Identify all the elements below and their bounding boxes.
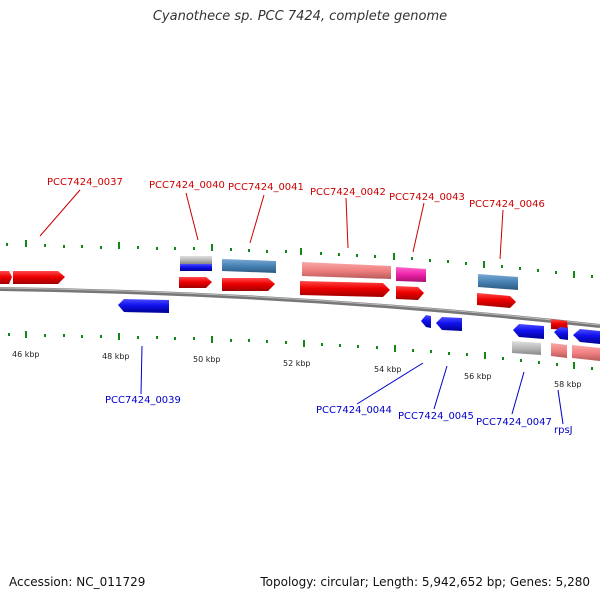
ruler-label: 52 kbp bbox=[283, 359, 311, 368]
gene-label[interactable]: PCC7424_0044 bbox=[316, 405, 392, 416]
ruler-label: 56 kbp bbox=[464, 372, 492, 381]
cog-box[interactable] bbox=[180, 256, 212, 264]
ruler-label: 46 kbp bbox=[12, 350, 40, 359]
cog-box[interactable] bbox=[478, 274, 518, 290]
ruler-label: 50 kbp bbox=[193, 355, 221, 364]
gene-label[interactable]: PCC7424_0047 bbox=[476, 417, 552, 428]
gene-label[interactable]: PCC7424_0039 bbox=[105, 395, 181, 406]
ruler-label: 58 kbp bbox=[554, 380, 582, 389]
forward-cds-track bbox=[0, 271, 568, 330]
cds-reverse[interactable] bbox=[513, 324, 544, 339]
cog-track bbox=[180, 256, 600, 361]
gene-label[interactable]: PCC7424_0045 bbox=[398, 411, 474, 422]
tick-row-lower bbox=[8, 331, 593, 370]
tick-row-upper bbox=[6, 240, 593, 278]
cds-forward[interactable] bbox=[477, 293, 516, 308]
cog-box[interactable] bbox=[551, 343, 567, 358]
gene-label[interactable]: PCC7424_0042 bbox=[310, 187, 386, 198]
genome-backbone bbox=[0, 287, 600, 328]
genome-backbone-highlight bbox=[0, 287, 600, 326]
ruler-label: 48 kbp bbox=[102, 352, 130, 361]
gene-label[interactable]: rpsJ bbox=[554, 425, 573, 436]
cds-reverse[interactable] bbox=[436, 317, 462, 331]
reverse-cds-track bbox=[118, 299, 600, 344]
gene-label[interactable]: PCC7424_0041 bbox=[228, 182, 304, 193]
cog-box[interactable] bbox=[302, 262, 391, 279]
gene-label[interactable]: PCC7424_0043 bbox=[389, 192, 465, 203]
genome-summary-text: Topology: circular; Length: 5,942,652 bp… bbox=[260, 575, 590, 589]
cds-reverse[interactable] bbox=[573, 329, 600, 344]
cds-forward[interactable] bbox=[300, 281, 390, 297]
reverse-gene-labels: PCC7424_0039 PCC7424_0044 PCC7424_0045 P… bbox=[105, 345, 573, 436]
forward-gene-labels: PCC7424_0037 PCC7424_0040 PCC7424_0041 P… bbox=[39, 177, 545, 260]
cds-forward[interactable] bbox=[396, 286, 424, 300]
accession-text: Accession: NC_011729 bbox=[9, 575, 146, 589]
cog-box[interactable] bbox=[222, 259, 276, 273]
cds-reverse[interactable] bbox=[118, 299, 169, 313]
cog-box[interactable] bbox=[396, 267, 426, 282]
ruler-label: 54 kbp bbox=[374, 365, 402, 374]
cog-box[interactable] bbox=[572, 345, 600, 361]
cog-box[interactable] bbox=[512, 341, 541, 355]
gene-label[interactable]: PCC7424_0037 bbox=[47, 177, 123, 188]
cds-forward[interactable] bbox=[0, 271, 12, 284]
cds-forward[interactable] bbox=[222, 278, 275, 291]
cog-box[interactable] bbox=[180, 264, 212, 271]
gene-label[interactable]: PCC7424_0046 bbox=[469, 199, 545, 210]
cds-forward[interactable] bbox=[179, 277, 212, 288]
cds-reverse[interactable] bbox=[421, 315, 431, 328]
gene-label[interactable]: PCC7424_0040 bbox=[149, 180, 225, 191]
cds-reverse[interactable] bbox=[554, 327, 568, 340]
map-title: Cyanothece sp. PCC 7424, complete genome bbox=[152, 9, 448, 24]
cds-forward[interactable] bbox=[551, 319, 568, 330]
cds-forward[interactable] bbox=[13, 271, 65, 284]
